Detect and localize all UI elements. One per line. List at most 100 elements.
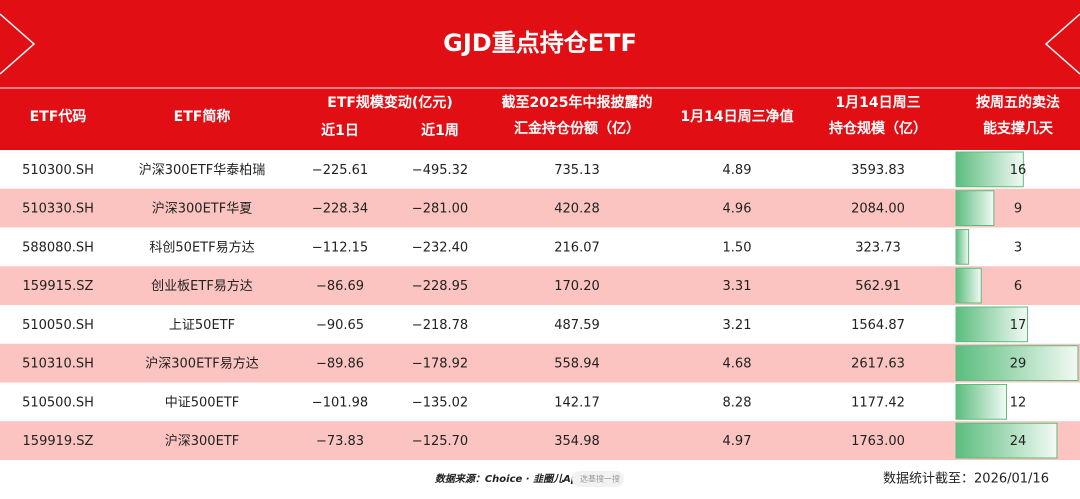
cell: −178.92 bbox=[412, 357, 468, 372]
cell: 4.89 bbox=[723, 163, 752, 178]
days-bar bbox=[955, 190, 995, 226]
row-bg bbox=[0, 421, 1080, 460]
cell: 1564.87 bbox=[851, 318, 905, 333]
days-bar bbox=[955, 306, 1029, 343]
cell: 735.13 bbox=[554, 163, 600, 178]
cell: 中证500ETF bbox=[165, 395, 239, 410]
cell: 1763.00 bbox=[851, 434, 905, 449]
row-bg bbox=[0, 266, 1080, 305]
col-group-header: ETF规模变动(亿元) bbox=[327, 94, 452, 111]
cell: 1.50 bbox=[723, 240, 752, 255]
cell: −89.86 bbox=[316, 357, 364, 372]
cell: −90.65 bbox=[316, 318, 364, 333]
cell: 420.28 bbox=[554, 202, 600, 217]
days-bar bbox=[955, 267, 982, 304]
cell: −125.70 bbox=[412, 434, 468, 449]
cell: −281.00 bbox=[412, 202, 468, 217]
cell: 2617.63 bbox=[851, 357, 905, 372]
cell: 354.98 bbox=[554, 434, 600, 449]
cell: 3 bbox=[1014, 240, 1022, 255]
cell: 沪深300ETF易方达 bbox=[145, 356, 258, 372]
col-header: ETF简称 bbox=[174, 108, 231, 125]
days-bar bbox=[955, 151, 1024, 188]
cell: 4.96 bbox=[723, 202, 752, 217]
cell: 323.73 bbox=[855, 240, 901, 255]
cell: 510330.SH bbox=[22, 202, 94, 217]
cell: −228.34 bbox=[312, 202, 368, 217]
cell: 3.21 bbox=[723, 318, 752, 333]
cell: 4.68 bbox=[723, 357, 752, 372]
cell: 沪深300ETF华泰柏瑞 bbox=[139, 162, 265, 178]
cell: 588080.SH bbox=[22, 240, 94, 255]
cell: −495.32 bbox=[412, 163, 468, 178]
cell: 沪深300ETF华夏 bbox=[152, 201, 252, 217]
col-header: 汇金持仓份额（亿） bbox=[514, 120, 640, 137]
cell: 17 bbox=[1010, 318, 1027, 333]
cell: −225.61 bbox=[312, 163, 368, 178]
cell: 29 bbox=[1010, 357, 1027, 372]
days-bar bbox=[955, 422, 1058, 459]
cell: 170.20 bbox=[554, 279, 600, 294]
col-header: 1月14日周三 bbox=[835, 95, 920, 111]
cell: 159915.SZ bbox=[23, 279, 94, 294]
row-bg bbox=[0, 305, 1080, 344]
cell: 159919.SZ bbox=[23, 434, 94, 449]
search-placeholder[interactable]: 选基搜一搜 bbox=[580, 474, 620, 484]
col-header: 近1日 bbox=[321, 122, 359, 139]
cell: 沪深300ETF bbox=[165, 433, 239, 449]
days-bar bbox=[955, 384, 1007, 420]
cell: 142.17 bbox=[554, 395, 600, 410]
cell: 1177.42 bbox=[851, 395, 905, 410]
cell: 562.91 bbox=[855, 279, 901, 294]
cell: 216.07 bbox=[554, 240, 600, 255]
cell: 558.94 bbox=[554, 357, 600, 372]
col-header: 1月14日周三净值 bbox=[680, 108, 793, 125]
cell: 16 bbox=[1010, 163, 1027, 178]
row-bg bbox=[0, 382, 1080, 422]
cell: −73.83 bbox=[316, 434, 364, 449]
row-bg bbox=[0, 227, 1080, 267]
cell: 510050.SH bbox=[22, 318, 94, 333]
decor-left bbox=[0, 13, 36, 75]
cell: 3593.83 bbox=[851, 163, 905, 178]
days-bar bbox=[955, 229, 970, 265]
cell: 510500.SH bbox=[22, 395, 94, 410]
cell: 12 bbox=[1010, 395, 1027, 410]
cell: 487.59 bbox=[554, 318, 600, 333]
stat-date: 数据统计截至：2026/01/16 bbox=[883, 472, 1049, 487]
cell: −218.78 bbox=[412, 318, 468, 333]
col-header: 按周五的卖法 bbox=[976, 94, 1060, 111]
page-title: GJD重点持仓ETF bbox=[443, 29, 637, 57]
col-header: 截至2025年中报披露的 bbox=[502, 94, 653, 111]
decor-right bbox=[1044, 13, 1080, 75]
cell: 6 bbox=[1014, 279, 1022, 294]
cell: 8.28 bbox=[723, 395, 752, 410]
cell: 创业板ETF易方达 bbox=[151, 278, 253, 294]
cell: −228.95 bbox=[412, 279, 468, 294]
cell: 上证50ETF bbox=[169, 318, 235, 333]
cell: −86.69 bbox=[316, 279, 364, 294]
cell: −135.02 bbox=[412, 395, 468, 410]
days-bar bbox=[955, 345, 1079, 381]
cell: −112.15 bbox=[312, 240, 368, 255]
search-box[interactable] bbox=[572, 471, 624, 487]
cell: 510310.SH bbox=[22, 357, 94, 372]
col-header: ETF代码 bbox=[30, 108, 87, 125]
cell: 2084.00 bbox=[851, 202, 905, 217]
col-header: 持仓规模（亿） bbox=[829, 120, 927, 137]
cell: 510300.SH bbox=[22, 163, 94, 178]
header-bg bbox=[0, 0, 1080, 150]
cell: −101.98 bbox=[312, 395, 368, 410]
row-bg bbox=[0, 150, 1080, 189]
cell: 24 bbox=[1010, 434, 1027, 449]
cell: 4.97 bbox=[723, 434, 752, 449]
source: 数据来源：Choice · 韭圈儿App bbox=[435, 473, 585, 485]
cell: 科创50ETF易方达 bbox=[149, 239, 254, 255]
cell: −232.40 bbox=[412, 240, 468, 255]
col-header: 近1周 bbox=[421, 122, 459, 139]
col-header: 能支撑几天 bbox=[983, 120, 1054, 137]
row-bg bbox=[0, 343, 1080, 383]
cell: 9 bbox=[1014, 202, 1022, 217]
row-bg bbox=[0, 188, 1080, 228]
